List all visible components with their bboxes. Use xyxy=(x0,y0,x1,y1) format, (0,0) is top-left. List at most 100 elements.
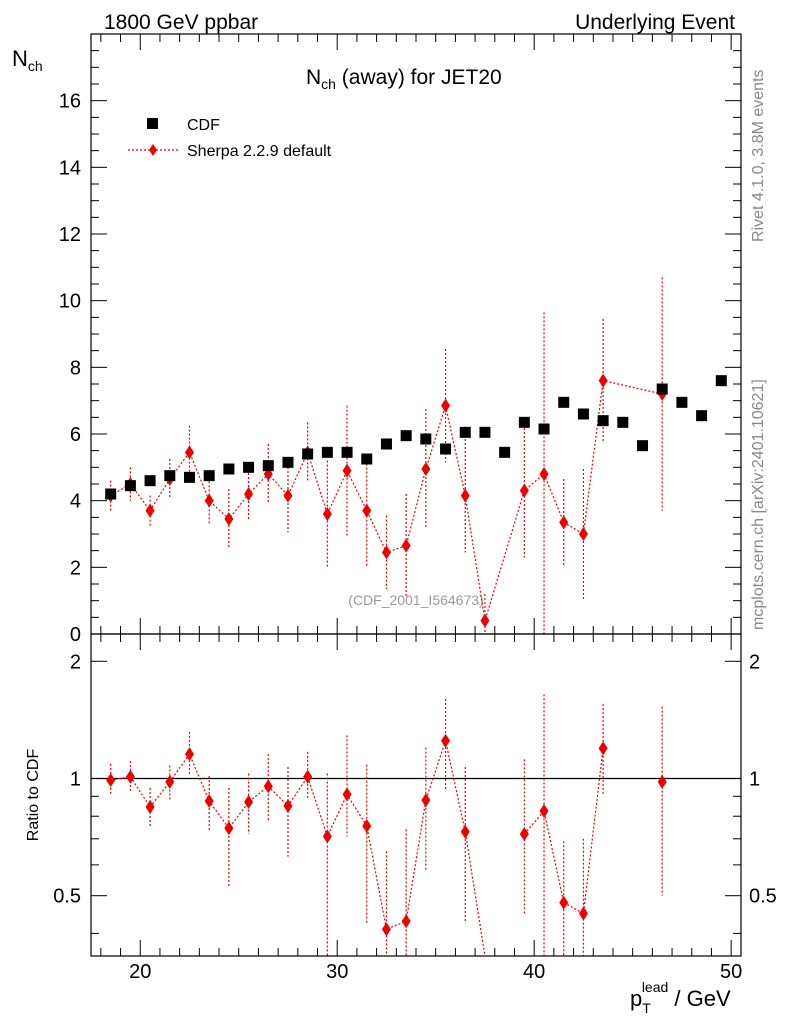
cdf-point xyxy=(124,480,136,492)
x-axis-label-rest: / GeV xyxy=(668,986,731,1011)
plot-title: Nch (away) for JET20 xyxy=(306,66,502,92)
legend-sherpa-marker xyxy=(149,144,157,156)
sherpa-point xyxy=(322,507,332,521)
x-tick-label: 50 xyxy=(720,961,742,983)
sherpa-line xyxy=(110,379,663,621)
cdf-point xyxy=(656,383,668,395)
cdf-point xyxy=(183,471,195,483)
sherpa-point xyxy=(460,488,470,503)
legend: CDF Sherpa 2.2.9 default xyxy=(128,117,332,160)
plot-title-main: N xyxy=(306,66,321,89)
sherpa-point xyxy=(401,538,411,553)
plot-title-sub: ch xyxy=(321,76,336,92)
x-axis-label-main: p xyxy=(630,986,642,1011)
sherpa-point xyxy=(480,613,490,628)
cdf-point xyxy=(400,430,412,442)
ratio-point xyxy=(401,914,411,929)
ratio-y-tick-label: 1 xyxy=(70,768,81,790)
ratio-line xyxy=(110,738,486,957)
ratio-panel: 0.5 0.5 1 1 2 2 20 30 40 50 Ratio to CDF pTlead … xyxy=(25,633,777,1016)
cdf-point xyxy=(105,488,117,500)
ratio-y-axis-label: Ratio to CDF xyxy=(25,749,42,842)
sherpa-point xyxy=(224,512,234,526)
sherpa-point xyxy=(519,483,529,498)
x-axis-label-sub: T xyxy=(642,1000,651,1016)
sherpa-point xyxy=(283,488,293,503)
y-tick-label: 2 xyxy=(70,557,81,579)
cdf-point xyxy=(243,461,255,473)
ratio-point xyxy=(539,804,549,819)
mcplots-label: mcplots.cern.ch [arXiv:2401.10621] xyxy=(750,379,767,630)
y-tick-label: 6 xyxy=(70,424,81,446)
y-tick-label: 10 xyxy=(59,291,81,313)
sherpa-point xyxy=(381,545,391,560)
sherpa-point xyxy=(362,503,372,518)
sherpa-point xyxy=(244,487,254,501)
ratio-point xyxy=(460,824,470,839)
ratio-point xyxy=(283,798,293,813)
x-tick-labels: 20 30 40 50 xyxy=(129,961,742,983)
ratio-point xyxy=(322,829,332,844)
cdf-series xyxy=(105,375,727,500)
cdf-point xyxy=(223,463,235,475)
main-y-axis-label-main: N xyxy=(12,46,28,71)
sherpa-point xyxy=(342,463,352,478)
cdf-point xyxy=(203,470,215,482)
ratio-axis-ticks xyxy=(91,634,741,956)
cdf-point xyxy=(637,440,649,452)
cdf-point xyxy=(420,433,432,445)
cdf-point xyxy=(459,426,471,438)
sherpa-point xyxy=(559,515,569,530)
sherpa-series xyxy=(106,277,667,634)
watermark-label: (CDF_2001_I564673) xyxy=(348,592,483,608)
x-axis-label: pTlead / GeV xyxy=(630,979,731,1016)
cdf-point xyxy=(262,460,274,472)
cdf-point xyxy=(499,446,511,458)
ratio-plot-frame xyxy=(90,633,742,957)
ratio-point xyxy=(441,733,451,748)
ratio-y-tick-label-right: 1 xyxy=(749,768,760,790)
header-left: 1800 GeV ppbar xyxy=(104,11,258,34)
cdf-point xyxy=(321,446,333,458)
x-tick-label: 40 xyxy=(523,961,545,983)
cdf-point xyxy=(144,475,156,487)
ratio-point xyxy=(342,787,352,802)
cdf-point xyxy=(361,453,373,465)
legend-sherpa-label: Sherpa 2.2.9 default xyxy=(187,143,332,160)
x-tick-label: 20 xyxy=(129,961,151,983)
ratio-point xyxy=(303,769,313,784)
ratio-y-tick-label: 0.5 xyxy=(53,886,81,908)
ratio-point xyxy=(165,774,175,789)
main-axis-ticks xyxy=(91,33,741,635)
ratio-point xyxy=(657,774,667,789)
main-y-tick-labels: 0 2 4 6 8 10 12 14 16 xyxy=(59,91,81,646)
ratio-point xyxy=(184,747,194,762)
sherpa-point xyxy=(598,373,608,388)
ratio-point xyxy=(598,741,608,756)
ratio-point xyxy=(578,906,588,921)
legend-cdf-marker xyxy=(147,118,158,129)
y-tick-label: 12 xyxy=(59,224,81,246)
ratio-point xyxy=(224,821,234,836)
ratio-point xyxy=(559,895,569,910)
ratio-point xyxy=(362,819,372,834)
header-right: Underlying Event xyxy=(575,11,735,34)
ratio-point xyxy=(244,795,254,810)
plot-title-rest: (away) for JET20 xyxy=(336,66,502,89)
cdf-point xyxy=(518,416,530,428)
cdf-point xyxy=(577,408,589,420)
ratio-point xyxy=(125,769,135,784)
cdf-point xyxy=(597,415,609,427)
ratio-y-tick-label-right: 0.5 xyxy=(749,886,777,908)
sherpa-point xyxy=(145,503,155,518)
ratio-point xyxy=(145,799,155,814)
ratio-line xyxy=(523,748,604,915)
main-y-axis-label-sub: ch xyxy=(28,58,43,74)
legend-cdf-label: CDF xyxy=(187,117,220,134)
main-panel: 0 2 4 6 8 10 12 14 16 Nch Nch (away) for JET20 (… xyxy=(12,33,742,646)
ratio-series xyxy=(91,694,741,957)
ratio-y-tick-label-right: 2 xyxy=(749,651,760,673)
cdf-point xyxy=(558,396,570,408)
x-tick-label: 30 xyxy=(326,961,348,983)
